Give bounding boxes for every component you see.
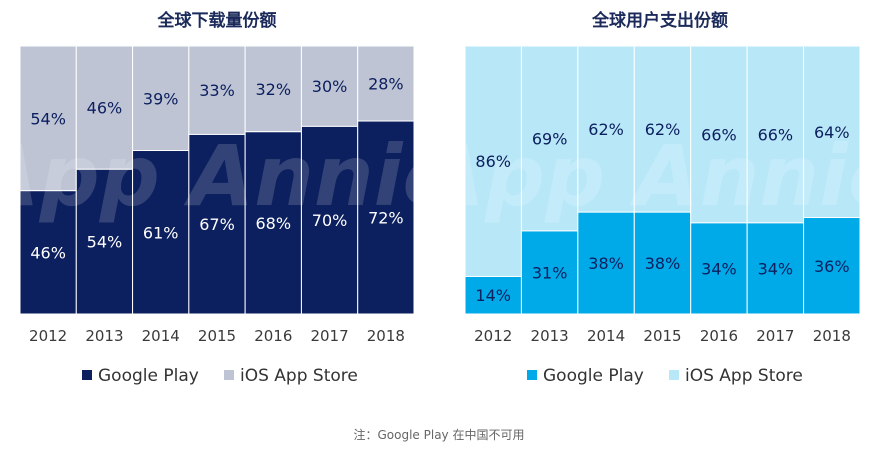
bar-ios-download-2012: [19, 45, 77, 192]
label-googleplay-spend-2012: 14%: [475, 286, 511, 305]
bar-googleplay-download-2017: [300, 125, 359, 315]
bar-ios-download-2013: [75, 45, 134, 170]
label-ios-spend-2012: 86%: [475, 152, 511, 171]
bar-googleplay-spend-2014: [577, 211, 635, 315]
bar-googleplay-spend-2017: [746, 222, 805, 315]
bar-googleplay-download-2015: [188, 133, 246, 315]
tick-label-spend-2014: 2014: [587, 327, 625, 345]
label-ios-spend-2014: 62%: [588, 120, 624, 139]
legend-swatch-ios-download: [224, 370, 234, 380]
bar-ios-spend-2012: [464, 45, 522, 277]
chart-title-download: 全球下载量份额: [157, 10, 277, 31]
tick-label-download-2018: 2018: [367, 327, 405, 345]
tick-label-download-2015: 2015: [198, 327, 236, 345]
bar-googleplay-spend-2013: [520, 230, 579, 315]
label-ios-spend-2013: 69%: [532, 129, 568, 148]
tick-label-download-2013: 2013: [85, 327, 123, 345]
label-ios-download-2018: 28%: [368, 75, 404, 94]
chart-title-spend: 全球用户支出份额: [591, 10, 728, 31]
watermark-spend: App Annie: [414, 127, 878, 225]
label-ios-download-2014: 39%: [143, 89, 179, 108]
bar-googleplay-download-2018: [357, 120, 415, 315]
bar-ios-spend-2014: [577, 45, 635, 213]
bar-googleplay-download-2012: [19, 190, 77, 315]
footnote: 注：Google Play 在中国不可用: [353, 428, 525, 442]
label-ios-download-2016: 32%: [256, 80, 292, 99]
label-ios-download-2017: 30%: [312, 77, 348, 96]
tick-label-spend-2015: 2015: [643, 327, 681, 345]
label-ios-spend-2015: 62%: [645, 120, 681, 139]
label-googleplay-spend-2015: 38%: [645, 254, 681, 273]
bar-googleplay-spend-2012: [464, 275, 522, 315]
bar-ios-spend-2015: [633, 45, 692, 213]
label-ios-spend-2017: 66%: [758, 125, 794, 144]
bar-ios-download-2014: [132, 45, 190, 152]
label-googleplay-spend-2016: 34%: [701, 259, 737, 278]
bar-googleplay-spend-2018: [803, 217, 861, 315]
label-ios-download-2012: 54%: [30, 109, 66, 128]
label-ios-spend-2016: 66%: [701, 125, 737, 144]
watermark-download: App Annie: [0, 127, 459, 225]
label-ios-download-2013: 46%: [87, 99, 123, 118]
label-googleplay-download-2018: 72%: [368, 209, 404, 228]
bar-googleplay-download-2016: [244, 131, 302, 315]
tick-label-spend-2012: 2012: [474, 327, 512, 345]
legend-swatch-googleplay-spend: [527, 370, 537, 380]
label-googleplay-download-2017: 70%: [312, 211, 348, 230]
label-googleplay-download-2012: 46%: [30, 243, 66, 262]
tick-label-download-2012: 2012: [29, 327, 67, 345]
charts-svg: 全球下载量份额 App Annie 46% 54% 2012 54% 46% 2013 61% 3…: [0, 10, 878, 386]
bar-ios-spend-2017: [746, 45, 805, 224]
legend-label-googleplay-spend: Google Play: [543, 366, 644, 386]
bar-googleplay-spend-2015: [633, 211, 692, 315]
legend-label-googleplay-download: Google Play: [98, 366, 199, 386]
label-googleplay-spend-2013: 31%: [532, 263, 568, 282]
legend-swatch-googleplay-download: [82, 370, 92, 380]
label-googleplay-download-2013: 54%: [87, 233, 123, 252]
label-googleplay-spend-2018: 36%: [814, 257, 850, 276]
tick-label-spend-2018: 2018: [813, 327, 851, 345]
bar-googleplay-spend-2016: [690, 222, 748, 315]
tick-label-spend-2017: 2017: [756, 327, 794, 345]
legend-label-ios-spend: iOS App Store: [685, 366, 803, 386]
bar-ios-spend-2018: [803, 45, 861, 219]
tick-label-download-2017: 2017: [310, 327, 348, 345]
label-ios-download-2015: 33%: [199, 81, 235, 100]
label-ios-spend-2018: 64%: [814, 123, 850, 142]
label-googleplay-spend-2014: 38%: [588, 254, 624, 273]
bar-googleplay-download-2014: [132, 150, 190, 315]
legend-label-ios-download: iOS App Store: [240, 366, 358, 386]
tick-label-download-2014: 2014: [142, 327, 180, 345]
legend-swatch-ios-spend: [669, 370, 679, 380]
tick-label-download-2016: 2016: [254, 327, 292, 345]
label-googleplay-download-2016: 68%: [256, 214, 292, 233]
label-googleplay-spend-2017: 34%: [758, 259, 794, 278]
tick-label-spend-2016: 2016: [700, 327, 738, 345]
bar-googleplay-download-2013: [75, 168, 134, 315]
label-googleplay-download-2014: 61%: [143, 223, 179, 242]
label-googleplay-download-2015: 67%: [199, 215, 235, 234]
bar-ios-spend-2013: [520, 45, 579, 232]
tick-label-spend-2013: 2013: [531, 327, 569, 345]
bar-ios-spend-2016: [690, 45, 748, 224]
